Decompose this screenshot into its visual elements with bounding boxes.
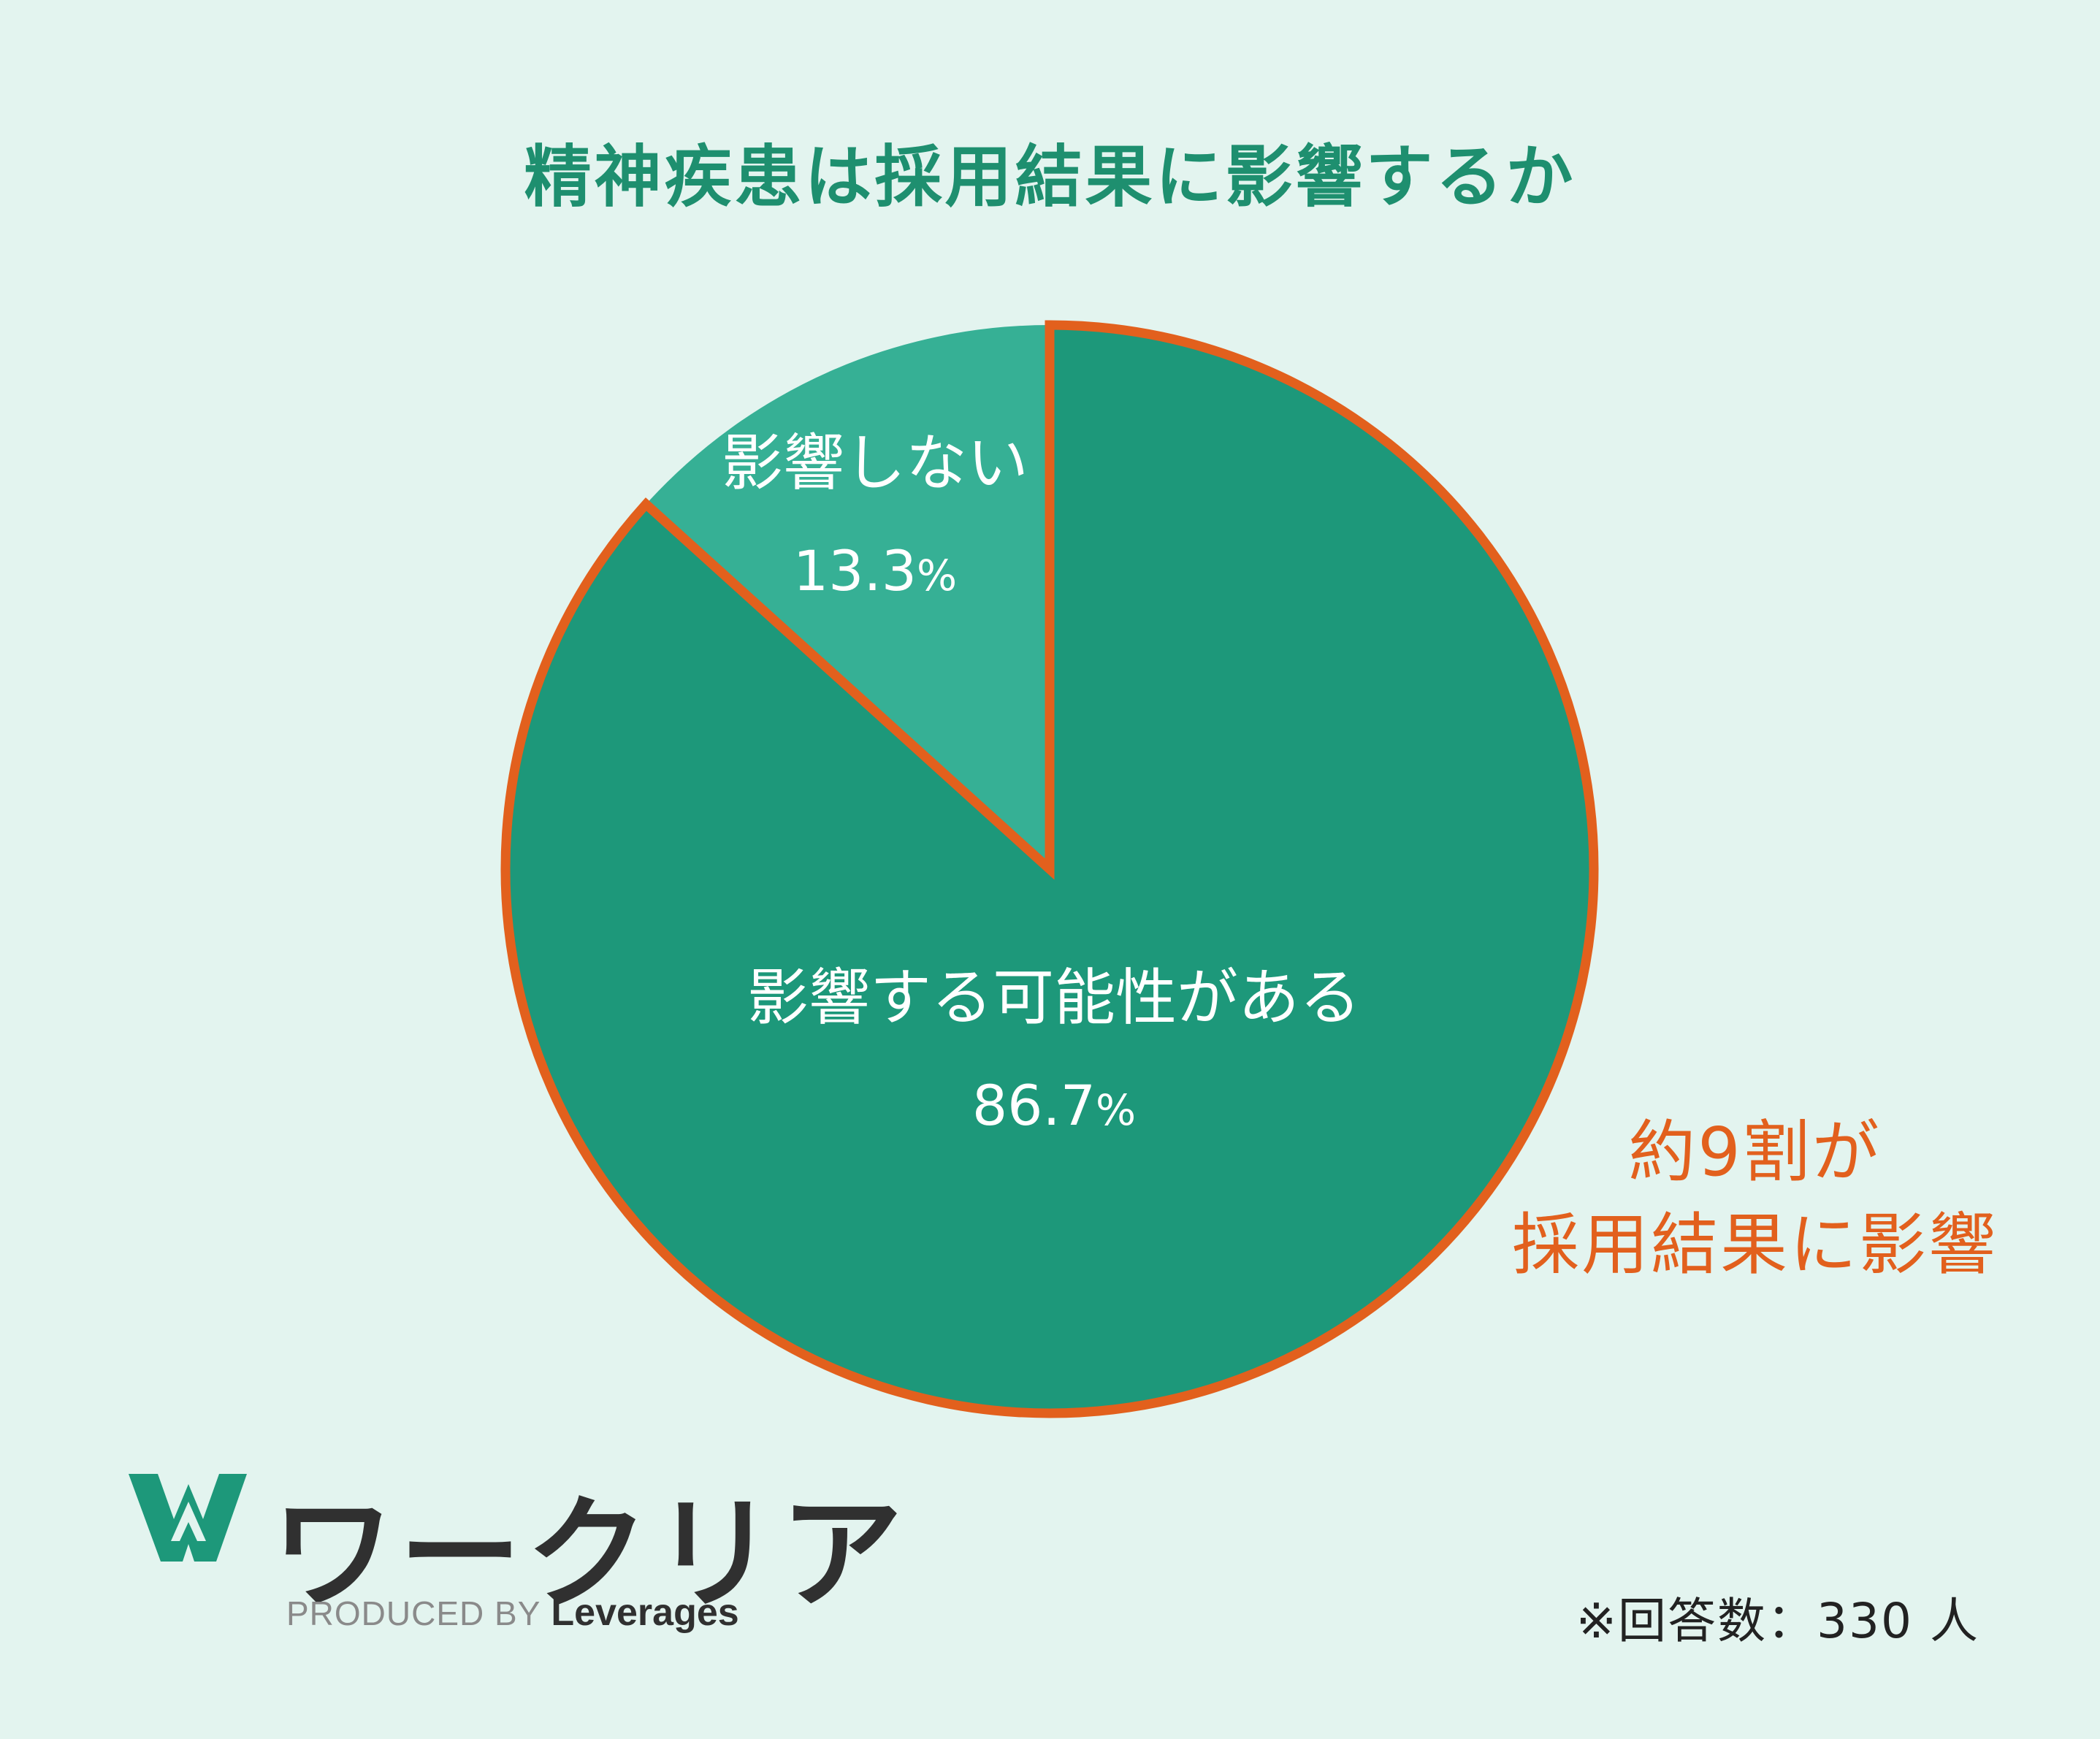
pie-slice-affects [500,320,1599,1418]
slice-value-no-effect-number: 13.3 [793,538,917,603]
logo-subline: PRODUCED BY Leverages [286,1591,739,1635]
slice-value-no-effect-unit: % [917,551,957,600]
chart-title: 精神疾患は採用結果に影響するか [524,138,1576,216]
response-count-footnote: ※回答数：330 人 [1576,1593,1979,1649]
slice-value-affects-unit: % [1096,1085,1136,1135]
highlight-callout: 約9割が 採用結果に影響 [1512,1107,1998,1292]
pie-slices [500,320,1599,1418]
pie-slice-no-effect [646,325,1050,869]
slice-label-no-effect: 影響しない [722,427,1028,499]
slice-value-no-effect: 13.3% [793,538,957,603]
logo-wordmark: ワークリア [272,1483,907,1626]
slice-label-affects: 影響する可能性がある [747,962,1361,1033]
produced-by-text: PRODUCED BY [286,1594,541,1632]
callout-line-2: 採用結果に影響 [1511,1205,1998,1284]
slice-value-affects: 86.7% [972,1073,1136,1138]
workclear-mark-icon [129,1474,247,1562]
company-name: Leverages [551,1591,739,1634]
workclear-logo: ワークリア PRODUCED BY Leverages [126,1468,903,1643]
pie-labels: 影響する可能性がある 86.7% 影響しない 13.3% [722,427,1361,1138]
callout-line-1: 約9割が [1628,1113,1882,1191]
slice-value-affects-number: 86.7 [972,1073,1096,1138]
